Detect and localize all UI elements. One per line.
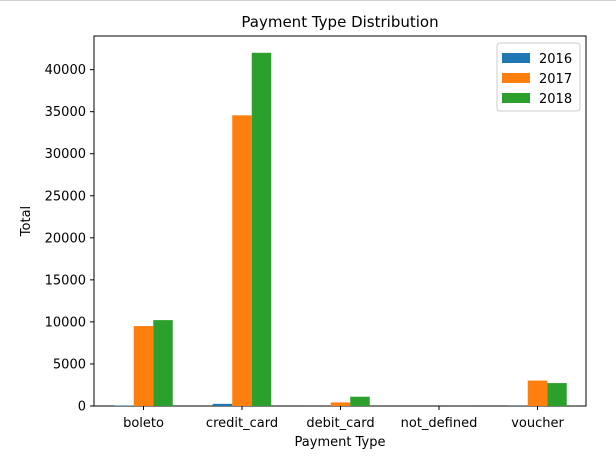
top-border [0, 0, 616, 1]
x-tick-label-debit_card: debit_card [306, 416, 374, 431]
bar-voucher-2018 [547, 383, 567, 406]
y-tick-label-15000: 15000 [45, 273, 86, 288]
y-tick-label-35000: 35000 [45, 105, 86, 120]
legend-label-2017: 2017 [539, 72, 572, 87]
x-axis-label: Payment Type [295, 435, 386, 450]
y-tick-label-20000: 20000 [45, 231, 86, 246]
bar-credit_card-2016 [212, 403, 233, 406]
chart-title: Payment Type Distribution [241, 13, 438, 31]
legend-swatch-2016 [502, 53, 530, 63]
y-tick-label-0: 0 [78, 400, 86, 415]
x-tick-label-credit_card: credit_card [206, 416, 278, 431]
bar-boleto-2018 [153, 320, 173, 406]
bar-credit_card-2018 [251, 52, 272, 407]
bar-boleto-2016 [114, 405, 134, 406]
legend-label-2016: 2016 [539, 52, 572, 67]
legend-swatch-2017 [502, 73, 530, 83]
y-tick-label-5000: 5000 [53, 357, 86, 372]
y-axis-ticks: 0 5000 10000 15000 20000 25000 30000 35000 40000 [45, 63, 94, 415]
x-tick-label-not_defined: not_defined [401, 416, 478, 431]
y-tick-label-40000: 40000 [45, 63, 86, 78]
bar-debit_card-2018 [350, 396, 370, 406]
x-tick-label-voucher: voucher [511, 416, 564, 431]
bars-layer [114, 52, 567, 407]
bar-credit_card-2017 [232, 115, 252, 406]
y-tick-label-10000: 10000 [45, 315, 86, 330]
x-axis-ticks: boleto credit_card debit_card not_defined vo… [123, 406, 564, 431]
y-axis-label: Total [19, 206, 34, 237]
bar-debit_card-2017 [330, 402, 351, 406]
bar-voucher-2017 [527, 380, 548, 406]
y-tick-label-25000: 25000 [45, 189, 86, 204]
bar-boleto-2017 [133, 326, 154, 406]
legend: 2016 2017 2018 [496, 42, 581, 112]
x-tick-label-boleto: boleto [123, 416, 164, 431]
y-tick-label-30000: 30000 [45, 147, 86, 162]
legend-label-2018: 2018 [539, 92, 572, 107]
legend-swatch-2018 [502, 93, 530, 103]
